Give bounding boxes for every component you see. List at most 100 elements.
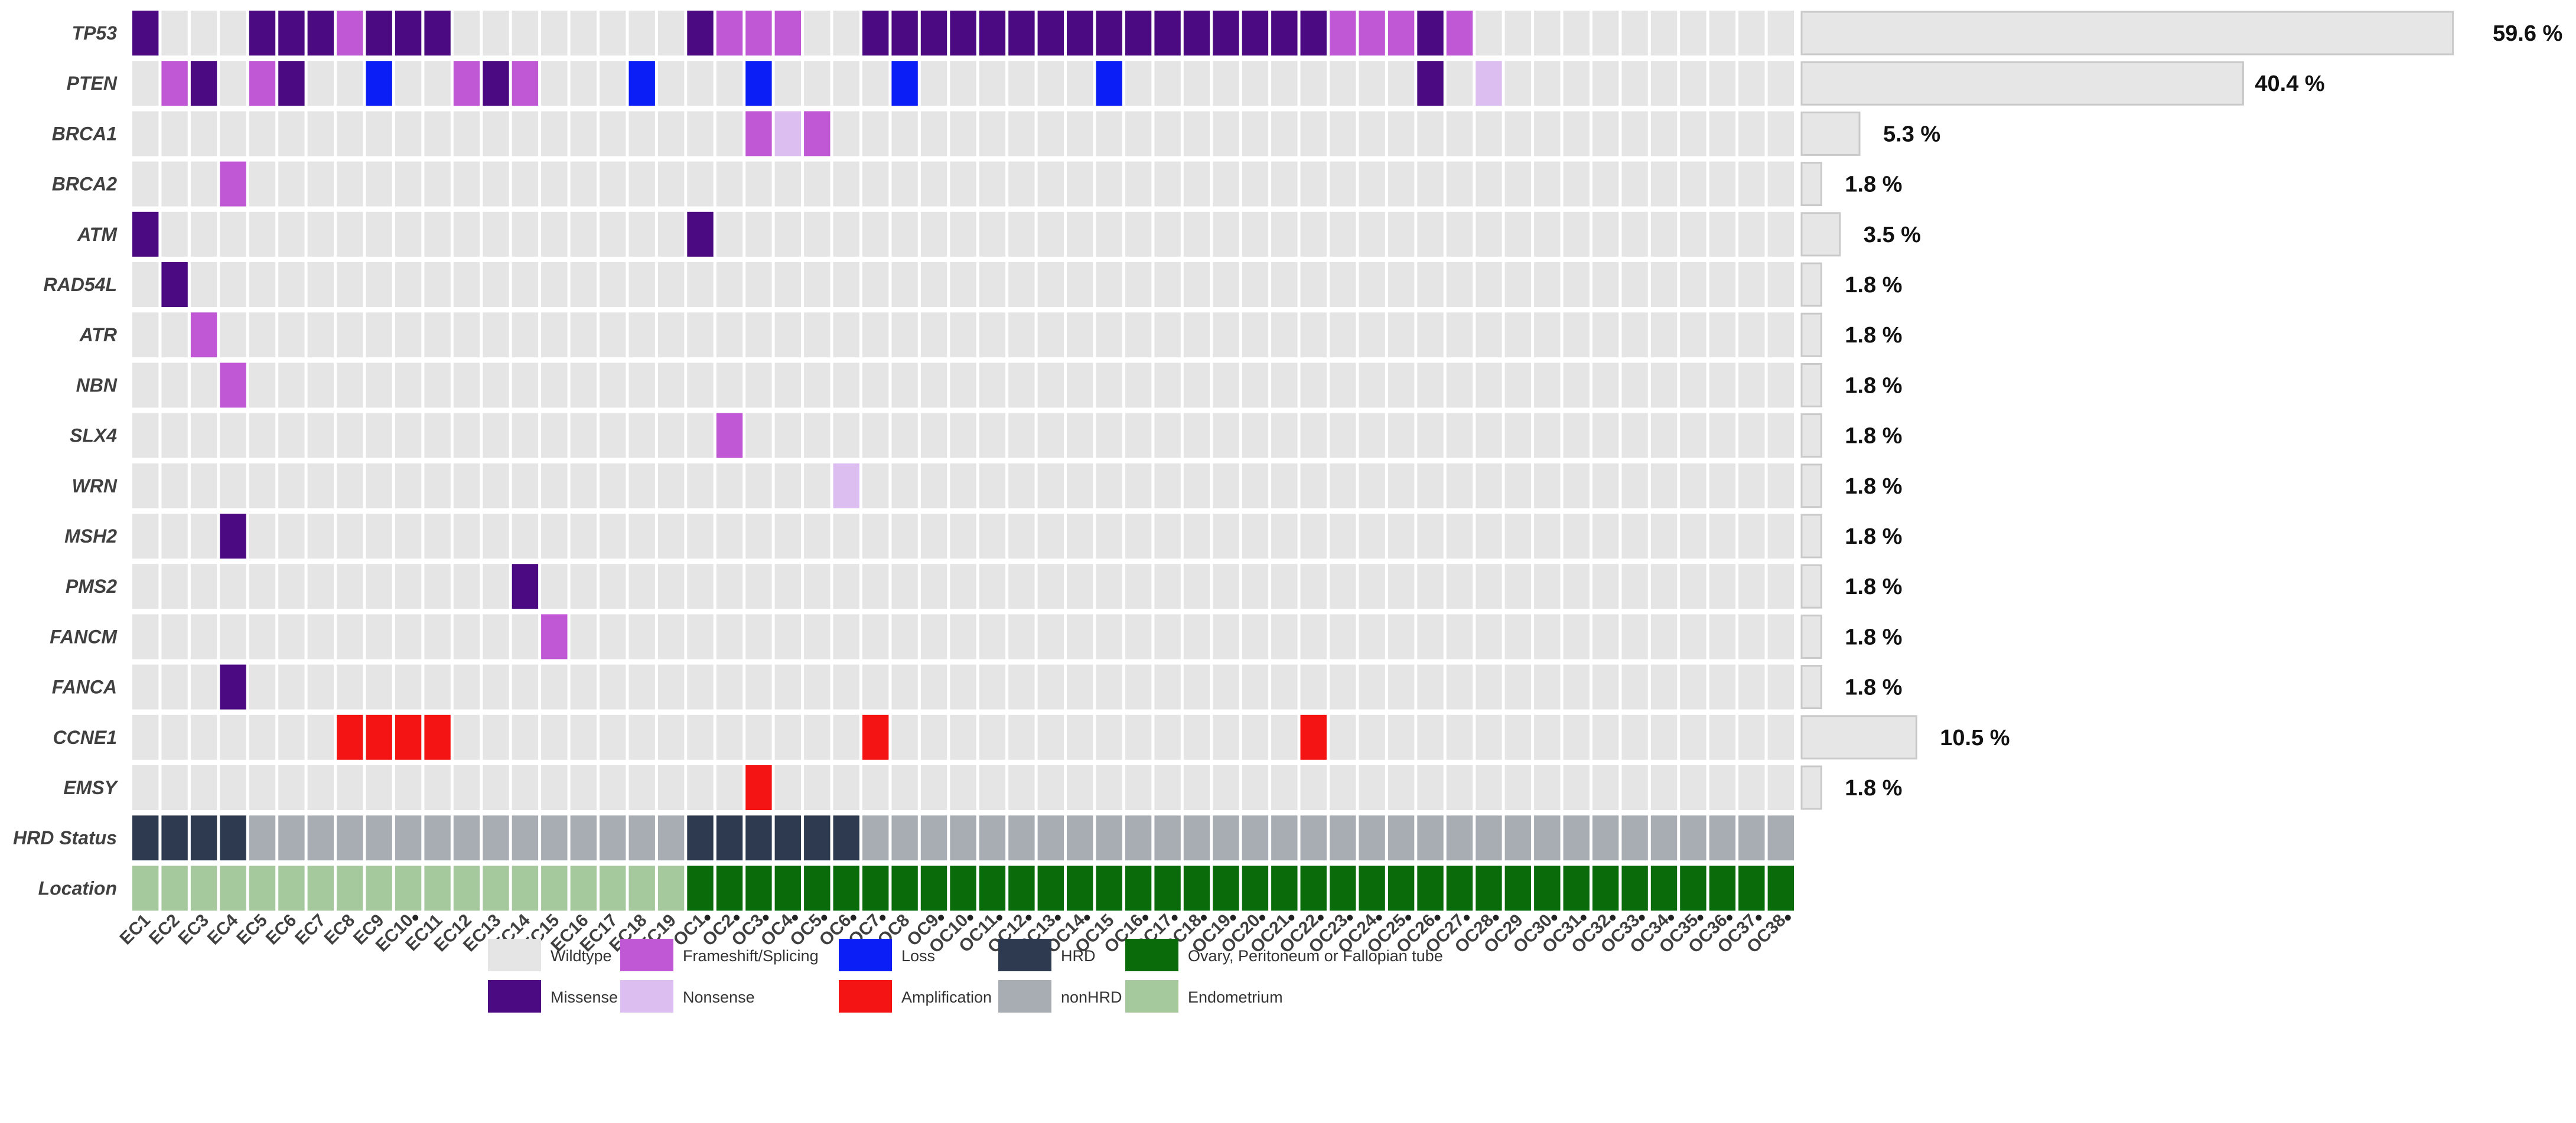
wildtype-cell (1446, 463, 1473, 508)
wildtype-cell (1096, 363, 1122, 408)
wildtype-cell (687, 514, 714, 559)
wildtype-cell (483, 312, 509, 358)
loss-cell (366, 61, 392, 106)
asterisk-marker (1376, 915, 1382, 921)
asterisk-marker (1259, 915, 1265, 921)
wildtype-cell (716, 714, 743, 760)
sample-label: EC4 (204, 910, 242, 949)
wildtype-cell (628, 262, 655, 307)
location-cell (1446, 866, 1473, 911)
wildtype-cell (716, 664, 743, 710)
wildtype-cell (1621, 312, 1648, 358)
wildtype-cell (920, 111, 947, 156)
legend-swatch-amplification (839, 980, 892, 1013)
legend-label: Missense (551, 988, 618, 1006)
wildtype-cell (337, 363, 363, 408)
frequency-bar-slx4 (1800, 413, 1822, 458)
wildtype-cell (1563, 413, 1590, 458)
wildtype-cell (1417, 262, 1444, 307)
wildtype-cell (307, 564, 334, 609)
wildtype-cell (1125, 161, 1152, 207)
wildtype-cell (307, 614, 334, 660)
wildtype-cell (512, 11, 539, 56)
asterisk-marker (792, 915, 798, 921)
wildtype-cell (1037, 161, 1064, 207)
wildtype-cell (979, 664, 1006, 710)
wildtype-cell (1592, 11, 1619, 56)
location-cell (1242, 866, 1269, 911)
wildtype-cell (716, 61, 743, 106)
wildtype-cell (1300, 514, 1327, 559)
location-cell (716, 866, 743, 911)
wildtype-cell (1767, 664, 1794, 710)
wildtype-cell (1359, 413, 1385, 458)
wildtype-cell (483, 514, 509, 559)
sample-label: EC2 (145, 910, 184, 949)
wildtype-cell (190, 11, 217, 56)
wildtype-cell (1446, 262, 1473, 307)
wildtype-cell (483, 714, 509, 760)
wildtype-cell (1738, 413, 1765, 458)
wildtype-cell (920, 161, 947, 207)
legend-label: Ovary, Peritoneum or Fallopian tube (1188, 947, 1443, 965)
hrd-status-cell (366, 815, 392, 861)
wildtype-cell (249, 161, 276, 207)
wildtype-cell (541, 211, 568, 257)
sample-label: EC6 (262, 910, 301, 949)
wildtype-cell (395, 211, 422, 257)
wildtype-cell (307, 363, 334, 408)
hrd-status-cell (1709, 815, 1736, 861)
wildtype-cell (1183, 312, 1210, 358)
wildtype-cell (600, 463, 626, 508)
wildtype-cell (716, 363, 743, 408)
wildtype-cell (1154, 211, 1181, 257)
wildtype-cell (1037, 61, 1064, 106)
wildtype-cell (1709, 714, 1736, 760)
wildtype-cell (1680, 161, 1707, 207)
wildtype-cell (1767, 161, 1794, 207)
wildtype-cell (628, 11, 655, 56)
missense-cell (220, 664, 246, 710)
wildtype-cell (600, 11, 626, 56)
missense-cell (1125, 11, 1152, 56)
wildtype-cell (1417, 161, 1444, 207)
wildtype-cell (424, 61, 451, 106)
legend-swatch-wildtype (488, 939, 541, 971)
wildtype-cell (1476, 363, 1502, 408)
wildtype-cell (1446, 211, 1473, 257)
wildtype-cell (950, 463, 976, 508)
asterisk-marker (1551, 915, 1558, 921)
wildtype-cell (950, 262, 976, 307)
asterisk-marker (1639, 915, 1645, 921)
wildtype-cell (512, 463, 539, 508)
wildtype-cell (1563, 262, 1590, 307)
location-cell (1621, 866, 1648, 911)
wildtype-cell (1534, 714, 1561, 760)
wildtype-cell (950, 664, 976, 710)
wildtype-cell (1680, 614, 1707, 660)
asterisk-marker (763, 915, 769, 921)
wildtype-cell (278, 714, 305, 760)
wildtype-cell (1417, 363, 1444, 408)
asterisk-marker (1784, 915, 1791, 921)
wildtype-cell (278, 111, 305, 156)
wildtype-cell (1300, 262, 1327, 307)
sample-label: EC8 (321, 910, 359, 949)
location-cell (1271, 866, 1298, 911)
hrd-status-cell (1096, 815, 1122, 861)
wildtype-cell (891, 664, 918, 710)
frameshift-splicing-cell (249, 61, 276, 106)
wildtype-cell (979, 363, 1006, 408)
wildtype-cell (979, 262, 1006, 307)
wildtype-cell (1446, 564, 1473, 609)
wildtype-cell (1534, 363, 1561, 408)
wildtype-cell (1592, 211, 1619, 257)
wildtype-cell (950, 211, 976, 257)
hrd-status-cell (132, 815, 159, 861)
wildtype-cell (1183, 714, 1210, 760)
wildtype-cell (1592, 664, 1619, 710)
wildtype-cell (483, 363, 509, 408)
wildtype-cell (570, 463, 597, 508)
hrd-status-cell (1008, 815, 1035, 861)
wildtype-cell (1271, 262, 1298, 307)
